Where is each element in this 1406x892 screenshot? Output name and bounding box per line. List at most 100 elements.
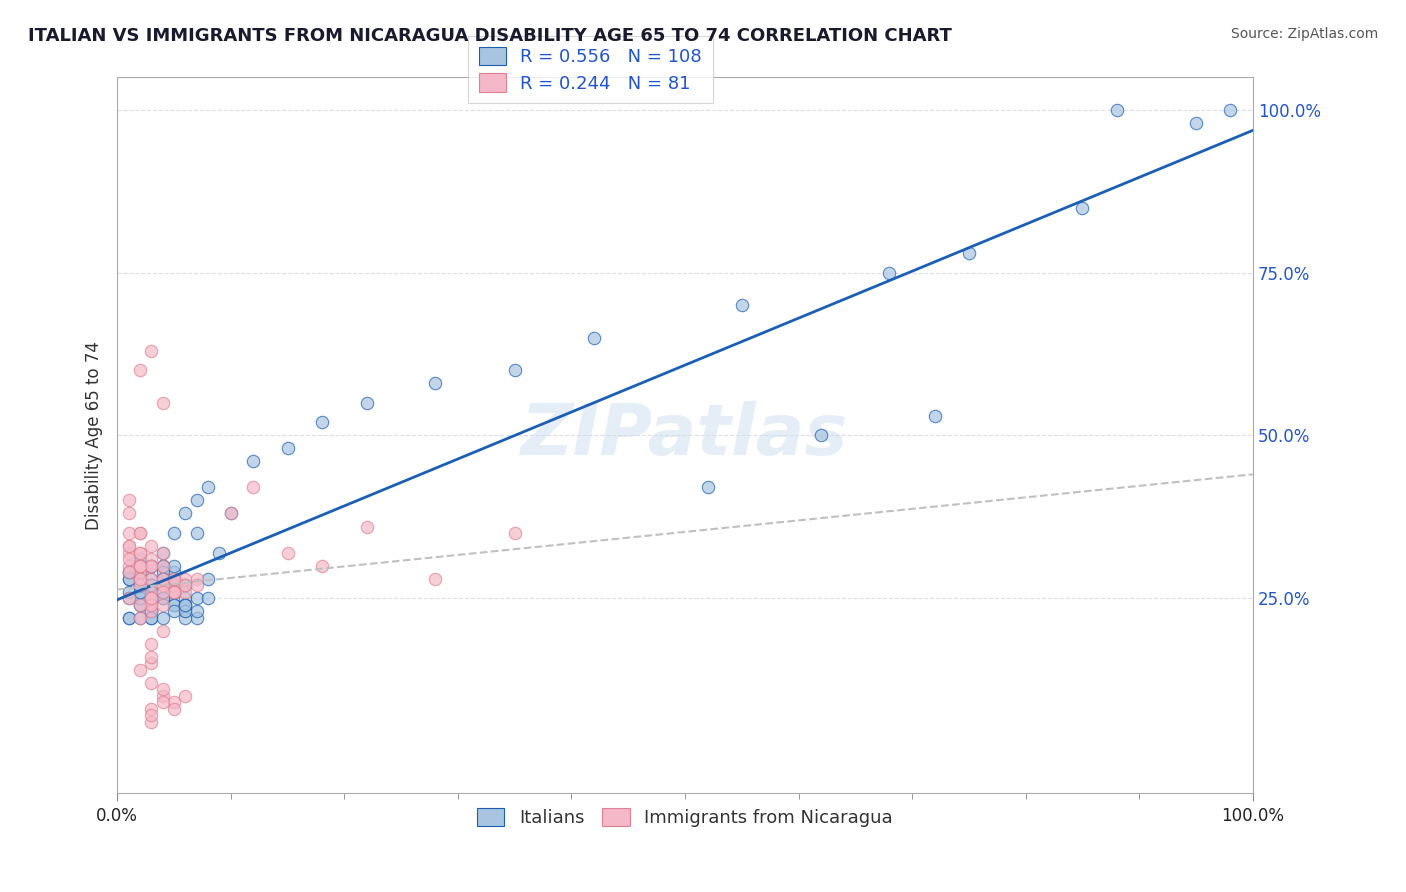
Point	[129, 578, 152, 592]
Text: Source: ZipAtlas.com: Source: ZipAtlas.com	[1230, 27, 1378, 41]
Point	[163, 578, 186, 592]
Point	[117, 565, 139, 579]
Point	[186, 591, 208, 606]
Point	[174, 604, 197, 618]
Point	[731, 298, 754, 312]
Point	[141, 578, 163, 592]
Point	[141, 558, 163, 573]
Point	[117, 572, 139, 586]
Point	[152, 558, 174, 573]
Point	[129, 558, 152, 573]
Point	[141, 591, 163, 606]
Point	[141, 604, 163, 618]
Point	[1105, 103, 1128, 117]
Text: ITALIAN VS IMMIGRANTS FROM NICARAGUA DISABILITY AGE 65 TO 74 CORRELATION CHART: ITALIAN VS IMMIGRANTS FROM NICARAGUA DIS…	[28, 27, 952, 45]
Point	[117, 526, 139, 541]
Point	[174, 578, 197, 592]
Point	[152, 578, 174, 592]
Point	[163, 695, 186, 709]
Point	[152, 396, 174, 410]
Point	[141, 675, 163, 690]
Point	[141, 552, 163, 566]
Point	[174, 591, 197, 606]
Point	[117, 552, 139, 566]
Point	[152, 572, 174, 586]
Point	[174, 610, 197, 624]
Point	[425, 572, 447, 586]
Point	[152, 545, 174, 559]
Point	[117, 507, 139, 521]
Point	[163, 598, 186, 612]
Point	[163, 584, 186, 599]
Point	[957, 246, 980, 260]
Point	[163, 572, 186, 586]
Point	[163, 584, 186, 599]
Point	[117, 565, 139, 579]
Point	[186, 493, 208, 508]
Point	[174, 507, 197, 521]
Point	[129, 584, 152, 599]
Point	[117, 584, 139, 599]
Point	[152, 682, 174, 697]
Point	[141, 558, 163, 573]
Point	[117, 610, 139, 624]
Point	[129, 572, 152, 586]
Point	[141, 598, 163, 612]
Point	[583, 331, 606, 345]
Point	[152, 558, 174, 573]
Point	[141, 656, 163, 670]
Point	[163, 578, 186, 592]
Point	[141, 591, 163, 606]
Point	[141, 584, 163, 599]
Point	[163, 598, 186, 612]
Point	[141, 610, 163, 624]
Point	[141, 578, 163, 592]
Point	[1219, 103, 1241, 117]
Point	[129, 526, 152, 541]
Point	[117, 591, 139, 606]
Point	[129, 363, 152, 377]
Point	[141, 604, 163, 618]
Point	[163, 702, 186, 716]
Point	[141, 598, 163, 612]
Point	[174, 572, 197, 586]
Point	[129, 598, 152, 612]
Point	[152, 578, 174, 592]
Point	[503, 526, 526, 541]
Point	[141, 343, 163, 358]
Point	[219, 507, 242, 521]
Point	[129, 598, 152, 612]
Point	[186, 610, 208, 624]
Point	[129, 545, 152, 559]
Point	[163, 558, 186, 573]
Point	[163, 584, 186, 599]
Point	[129, 565, 152, 579]
Point	[242, 480, 264, 494]
Point	[141, 637, 163, 651]
Point	[117, 558, 139, 573]
Point	[186, 572, 208, 586]
Point	[311, 416, 333, 430]
Point	[152, 584, 174, 599]
Point	[141, 604, 163, 618]
Point	[425, 376, 447, 391]
Point	[129, 578, 152, 592]
Point	[141, 649, 163, 664]
Point	[152, 578, 174, 592]
Point	[129, 584, 152, 599]
Point	[1185, 116, 1208, 130]
Point	[117, 591, 139, 606]
Point	[152, 610, 174, 624]
Point	[810, 428, 832, 442]
Point	[152, 558, 174, 573]
Point	[152, 591, 174, 606]
Point	[356, 519, 378, 533]
Point	[141, 610, 163, 624]
Point	[117, 539, 139, 553]
Point	[129, 572, 152, 586]
Point	[141, 558, 163, 573]
Point	[141, 702, 163, 716]
Point	[311, 558, 333, 573]
Point	[163, 584, 186, 599]
Point	[186, 604, 208, 618]
